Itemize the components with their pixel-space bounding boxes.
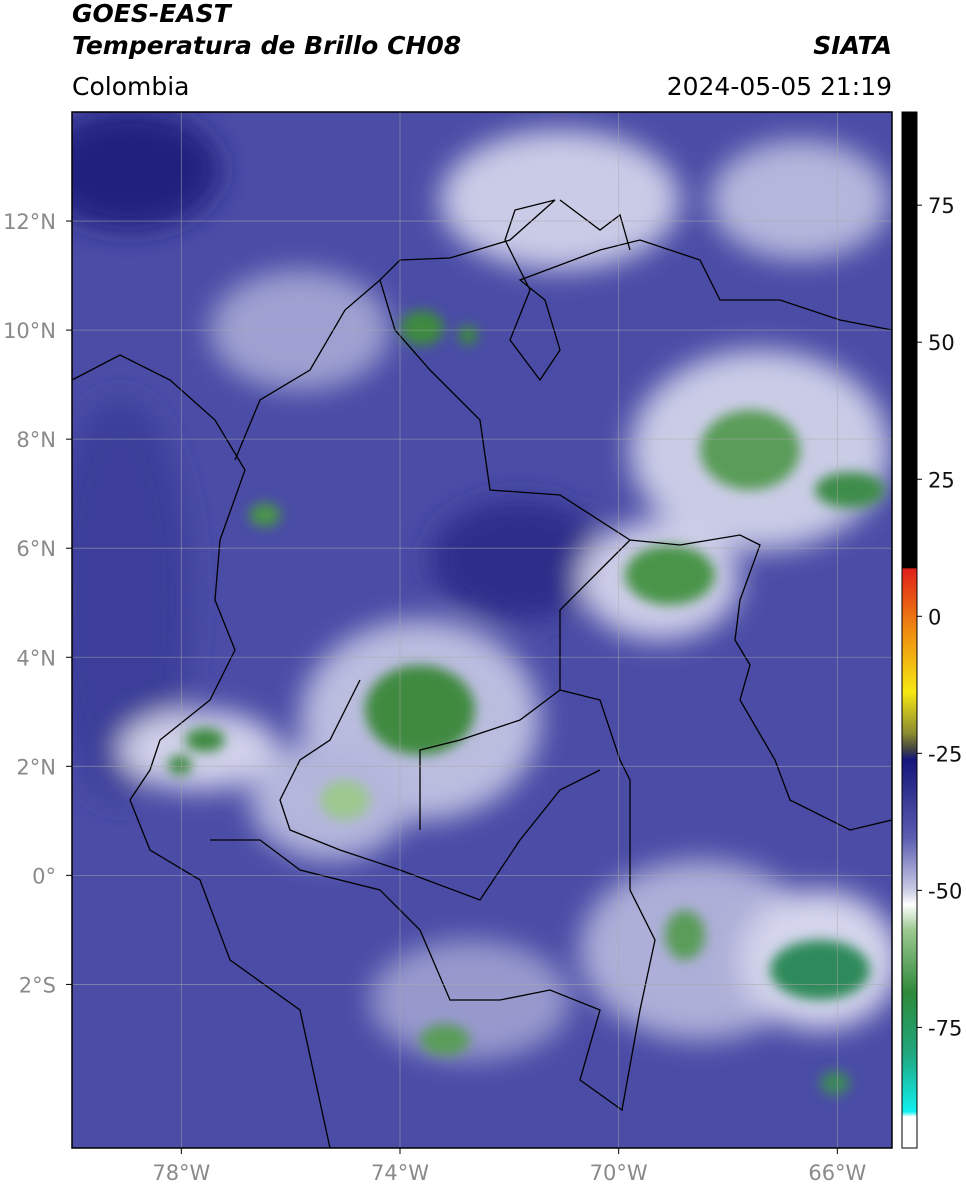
colorbar-tick-label: 25 bbox=[928, 468, 955, 492]
y-tick-label: 10°N bbox=[3, 319, 56, 343]
map-frame bbox=[71, 111, 893, 1149]
x-tick-label: 78°W bbox=[152, 1161, 210, 1185]
subtitle: Temperatura de Brillo CH08 bbox=[72, 31, 461, 60]
x-tick-label: 74°W bbox=[371, 1161, 429, 1185]
colorbar-tick-label: 50 bbox=[928, 331, 955, 355]
y-tick-label: 2°N bbox=[16, 755, 56, 779]
y-tick-label: 12°N bbox=[3, 210, 56, 234]
region: Colombia bbox=[72, 72, 189, 101]
colorbar bbox=[901, 111, 918, 1149]
source: SIATA bbox=[813, 31, 892, 60]
y-tick-label: 6°N bbox=[16, 537, 56, 561]
colorbar-tick-label: -75 bbox=[928, 1016, 962, 1040]
y-tick-label: 4°N bbox=[16, 646, 56, 670]
gridlines bbox=[72, 112, 892, 1148]
x-tick-label: 70°W bbox=[590, 1161, 648, 1185]
title: GOES-EAST bbox=[72, 0, 233, 28]
colorbar-tick-label: -50 bbox=[928, 879, 962, 903]
y-tick-label: 8°N bbox=[16, 428, 56, 452]
colorbar-tick-label: -25 bbox=[928, 742, 962, 766]
colorbar-tick-label: 0 bbox=[928, 605, 941, 629]
y-tick-label: 0° bbox=[32, 864, 56, 888]
y-tick-label: 2°S bbox=[19, 973, 56, 997]
colorbar-tick-label: 75 bbox=[928, 194, 955, 218]
x-tick-label: 66°W bbox=[808, 1161, 866, 1185]
timestamp: 2024-05-05 21:19 bbox=[667, 72, 892, 101]
satellite-image bbox=[72, 112, 892, 1148]
